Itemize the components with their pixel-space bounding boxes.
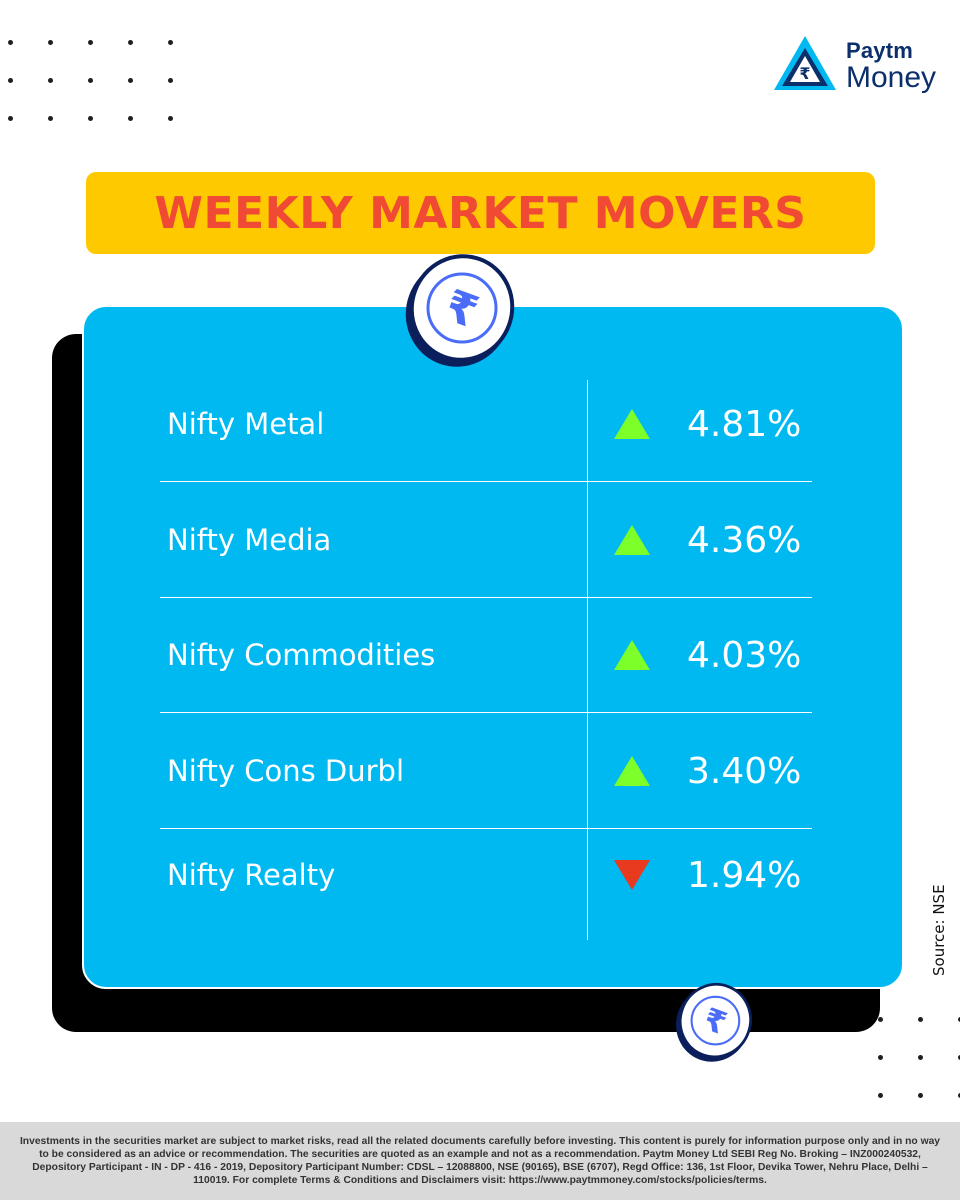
arrow-down-icon [614,817,650,933]
source-label: Source: NSE [930,884,948,976]
row-divider [160,481,812,482]
arrow-up-icon [614,713,650,829]
disclaimer-footer: Investments in the securities market are… [0,1122,960,1200]
rupee-triangle-icon: ₹ [774,36,836,90]
decorative-dot-grid [878,1017,960,1098]
table-row: Nifty Metal 4.81% [160,366,812,482]
change-value: 1.94% [687,854,802,896]
table-row: Nifty Cons Durbl 3.40% [160,713,812,829]
change-value: 3.40% [687,750,802,792]
decorative-dot-grid [8,40,173,121]
index-name: Nifty Realty [167,858,336,892]
paytm-money-logo: ₹ Paytm Money [772,34,942,98]
row-divider [160,712,812,713]
market-movers-card [82,305,904,989]
change-value: 4.36% [687,519,802,561]
row-divider [160,597,812,598]
arrow-up-icon [614,597,650,713]
table-row: Nifty Realty 1.94% [160,817,812,933]
column-divider [587,380,588,940]
title-banner: WEEKLY MARKET MOVERS [86,172,875,254]
table-row: Nifty Commodities 4.03% [160,597,812,713]
row-divider [160,828,812,829]
change-value: 4.81% [687,403,802,445]
index-name: Nifty Media [167,523,332,557]
change-value: 4.03% [687,634,802,676]
arrow-up-icon [614,366,650,482]
disclaimer-text: Investments in the securities market are… [19,1136,941,1186]
page-title: WEEKLY MARKET MOVERS [154,187,807,239]
rupee-coin-icon: ₹ [405,254,515,367]
index-name: Nifty Metal [167,407,325,441]
index-name: Nifty Commodities [167,638,436,672]
rupee-coin-icon: ₹ [676,982,752,1062]
arrow-up-icon [614,482,650,598]
table-row: Nifty Media 4.36% [160,482,812,598]
product-name: Money [846,61,937,94]
index-name: Nifty Cons Durbl [167,754,404,788]
svg-text:₹: ₹ [799,64,810,83]
brand-name: Paytm [846,38,914,63]
